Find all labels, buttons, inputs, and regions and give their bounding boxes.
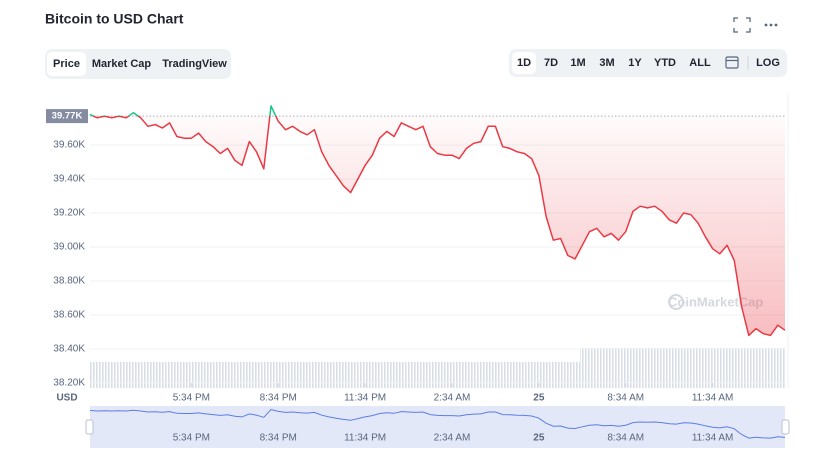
navigator-tick-label: 8:34 PM: [260, 433, 297, 444]
y-tick-label: 39.20K: [53, 208, 85, 219]
price-line: [89, 105, 786, 337]
tab-button[interactable]: Market Cap: [92, 58, 152, 70]
y-tick-label: 39.00K: [53, 242, 85, 253]
y-tick-label: 38.60K: [53, 310, 85, 321]
navigator: [90, 406, 785, 448]
tab-group: [45, 49, 231, 79]
y-tick-label: 38.40K: [53, 344, 85, 355]
chart-title: Bitcoin to USD Chart: [45, 11, 184, 27]
volume-bars: [90, 362, 580, 388]
range-button[interactable]: 3M: [599, 57, 614, 69]
range-button[interactable]: 1Y: [628, 57, 642, 69]
range-button[interactable]: ALL: [689, 57, 711, 69]
x-tick-label: 2:34 AM: [434, 393, 471, 404]
navigator-tick-label: 11:34 PM: [344, 433, 386, 444]
navigator-tick-label: 5:34 PM: [173, 433, 210, 444]
x-tick-label: 8:34 AM: [607, 393, 644, 404]
volume-bars: [580, 348, 785, 388]
range-active: [512, 52, 536, 74]
x-tick-label: 8:34 PM: [260, 393, 297, 404]
tab-button[interactable]: Price: [53, 58, 80, 70]
reference-label-bg: [46, 109, 88, 124]
navigator-tick-label: 2:34 AM: [434, 433, 471, 444]
navigator-tick-label: 11:34 AM: [692, 433, 734, 444]
reference-label: 39.77K: [52, 111, 83, 122]
navigator-line: [89, 408, 786, 439]
navigator-tick-label: 8:34 AM: [607, 433, 644, 444]
currency-label: USD: [56, 393, 77, 404]
y-tick-label: 38.80K: [53, 276, 85, 287]
y-tick-label: 39.60K: [53, 140, 85, 151]
more-icon[interactable]: [764, 23, 778, 27]
y-tick-label: 38.20K: [53, 378, 85, 389]
tab-button[interactable]: TradingView: [162, 58, 227, 70]
fullscreen-icon[interactable]: [733, 17, 751, 33]
watermark-logo: [668, 294, 684, 310]
x-tick-label: 11:34 AM: [692, 393, 734, 404]
x-tick-label: 11:34 PM: [344, 393, 386, 404]
range-button[interactable]: 7D: [544, 57, 558, 69]
x-tick-label: 25: [533, 393, 545, 404]
range-button[interactable]: 1M: [570, 57, 585, 69]
icons: [733, 17, 751, 33]
log-button[interactable]: LOG: [756, 57, 780, 69]
calendar-icon[interactable]: [725, 56, 739, 69]
range-button[interactable]: YTD: [654, 57, 676, 69]
tab-active: [47, 52, 86, 76]
x-tick-label: 5:34 PM: [173, 393, 210, 404]
y-tick-label: 39.40K: [53, 174, 85, 185]
navigator-handle[interactable]: [781, 419, 790, 435]
range-button[interactable]: 1D: [517, 57, 531, 69]
range-group: [509, 49, 787, 77]
navigator-handle[interactable]: [85, 419, 94, 435]
navigator-tick-label: 25: [533, 433, 545, 444]
